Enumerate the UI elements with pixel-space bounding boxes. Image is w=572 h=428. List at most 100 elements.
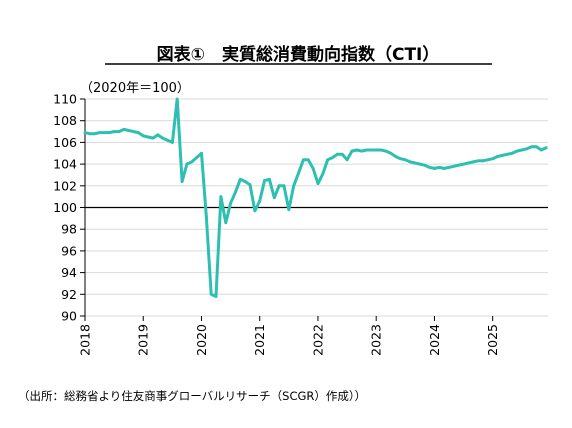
- y-tick-label: 94: [61, 265, 77, 280]
- data-point: [433, 167, 436, 170]
- data-point: [258, 199, 262, 203]
- data-point: [452, 164, 456, 168]
- data-point: [530, 145, 533, 149]
- y-tick-label: 96: [61, 243, 77, 258]
- data-point: [195, 156, 199, 159]
- data-point: [345, 158, 349, 162]
- data-point: [384, 149, 388, 153]
- data-point: [253, 209, 257, 213]
- y-tick-label: 90: [61, 309, 77, 324]
- data-point: [515, 149, 519, 153]
- data-point: [175, 97, 179, 101]
- y-tick-label: 100: [53, 200, 77, 215]
- data-point: [428, 165, 432, 169]
- data-point: [204, 214, 208, 218]
- data-point: [365, 148, 368, 152]
- data-point: [418, 162, 422, 166]
- source-note: （出所：総務省より住友商事グローバルリサーチ（SCGR）作成））: [18, 389, 366, 403]
- data-point: [335, 152, 339, 156]
- data-point: [379, 148, 383, 152]
- data-point: [466, 161, 470, 165]
- data-point: [238, 177, 242, 181]
- data-point: [88, 132, 92, 136]
- y-tick-label: 92: [61, 287, 77, 302]
- data-point: [350, 149, 354, 153]
- data-point: [306, 158, 310, 162]
- data-point: [316, 182, 320, 186]
- data-point: [185, 162, 189, 166]
- data-point: [360, 149, 364, 153]
- data-point: [423, 163, 427, 167]
- y-tick-label: 104: [53, 157, 77, 172]
- data-point: [355, 148, 359, 152]
- unit-label: （2020年＝100）: [80, 81, 190, 96]
- data-point: [457, 163, 461, 167]
- x-tick-label: 2022: [310, 324, 325, 356]
- x-tick-label: 2024: [427, 324, 442, 356]
- series-layer: [83, 97, 548, 298]
- data-point: [268, 177, 271, 181]
- x-axis-ticks: 2018 2019 2020 2021 2022 2023 2024 2025: [78, 316, 500, 356]
- data-point: [277, 184, 281, 188]
- data-point: [214, 295, 218, 298]
- data-point: [127, 129, 131, 132]
- data-point: [408, 160, 412, 164]
- data-point: [287, 208, 291, 212]
- data-point: [491, 157, 495, 161]
- x-tick-label: 2019: [136, 324, 151, 356]
- y-tick-label: 102: [53, 178, 77, 193]
- data-point: [170, 141, 174, 144]
- data-point: [374, 148, 378, 152]
- data-point: [481, 159, 485, 163]
- data-point: [151, 136, 155, 140]
- data-point: [520, 148, 524, 152]
- data-point: [500, 154, 504, 157]
- x-tick-label: 2020: [194, 324, 209, 356]
- data-point: [248, 183, 252, 187]
- data-point: [510, 151, 514, 155]
- data-point: [146, 135, 150, 139]
- data-point: [209, 292, 213, 296]
- data-point: [462, 162, 465, 166]
- data-point: [413, 161, 417, 165]
- data-point: [311, 167, 315, 170]
- data-point: [297, 171, 300, 175]
- data-point: [117, 130, 121, 133]
- y-tick-label: 108: [53, 113, 77, 128]
- data-point: [112, 130, 116, 133]
- data-point: [496, 155, 499, 158]
- data-point: [102, 131, 106, 135]
- data-point: [263, 178, 266, 182]
- data-point: [282, 184, 286, 188]
- data-point: [132, 130, 135, 133]
- data-point: [292, 184, 296, 188]
- data-point: [534, 145, 538, 149]
- data-point: [83, 131, 87, 135]
- data-point: [471, 160, 475, 164]
- data-point: [505, 152, 509, 156]
- data-point: [122, 127, 126, 131]
- data-point: [98, 131, 101, 135]
- y-tick-label: 106: [53, 135, 77, 150]
- data-point: [166, 138, 169, 142]
- data-point: [93, 132, 97, 136]
- data-point: [486, 158, 490, 162]
- data-point: [539, 148, 543, 152]
- data-point: [200, 151, 203, 155]
- data-point: [399, 157, 402, 161]
- data-point: [161, 136, 165, 140]
- data-point: [243, 180, 247, 183]
- data-point: [272, 196, 276, 200]
- x-tick-label: 2018: [78, 324, 93, 356]
- data-point: [229, 201, 232, 205]
- data-point: [442, 167, 446, 170]
- data-point: [301, 158, 305, 162]
- gridlines: [85, 98, 548, 317]
- data-point: [219, 195, 223, 199]
- data-point: [437, 165, 441, 169]
- chart-title: 図表① 実質総消費動向指数（CTI）: [157, 44, 440, 65]
- data-point: [403, 158, 407, 162]
- data-point: [234, 190, 237, 194]
- data-point: [394, 155, 397, 158]
